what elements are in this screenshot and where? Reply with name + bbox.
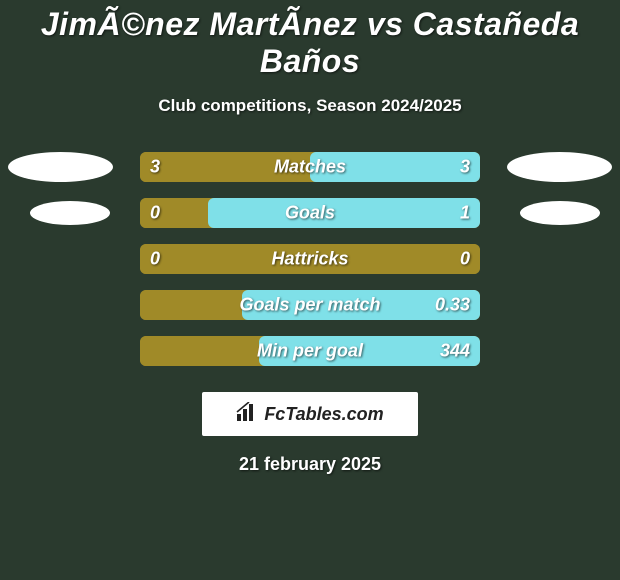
chart-bars-icon: [236, 402, 258, 427]
stat-bar-track: 0Hattricks0: [140, 244, 480, 274]
page-title: JimÃ©nez MartÃ­nez vs Castañeda Baños: [0, 0, 620, 80]
stat-bar-track: Min per goal344: [140, 336, 480, 366]
stat-bar-right: [242, 290, 480, 320]
player-avatar-right: [507, 152, 612, 182]
stat-row: 0Hattricks0: [0, 244, 620, 274]
stat-bar-track: 3Matches3: [140, 152, 480, 182]
stat-bar-right: [259, 336, 480, 366]
stat-bar-track: 0Goals1: [140, 198, 480, 228]
stat-bar-left: [140, 290, 242, 320]
stat-row: Min per goal344: [0, 336, 620, 366]
stat-bar-left: [140, 244, 480, 274]
brand-text: FcTables.com: [264, 404, 383, 425]
stat-bar-track: Goals per match0.33: [140, 290, 480, 320]
stat-bar-right: [208, 198, 480, 228]
stat-bar-left: [140, 336, 259, 366]
page-subtitle: Club competitions, Season 2024/2025: [0, 96, 620, 116]
date-line: 21 february 2025: [0, 454, 620, 475]
stat-bar-right: [310, 152, 480, 182]
stat-row: Goals per match0.33: [0, 290, 620, 320]
player-avatar-left: [8, 152, 113, 182]
player-avatar-right: [520, 201, 600, 225]
stat-bar-left: [140, 152, 310, 182]
stat-rows: 3Matches3 0Goals1 0Hattricks0 Goals per mat…: [0, 152, 620, 366]
stat-bar-left: [140, 198, 208, 228]
stat-row: 0Goals1: [0, 198, 620, 228]
stat-row: 3Matches3: [0, 152, 620, 182]
brand-badge[interactable]: FcTables.com: [202, 392, 418, 436]
comparison-widget: JimÃ©nez MartÃ­nez vs Castañeda Baños Cl…: [0, 0, 620, 580]
player-avatar-left: [30, 201, 110, 225]
